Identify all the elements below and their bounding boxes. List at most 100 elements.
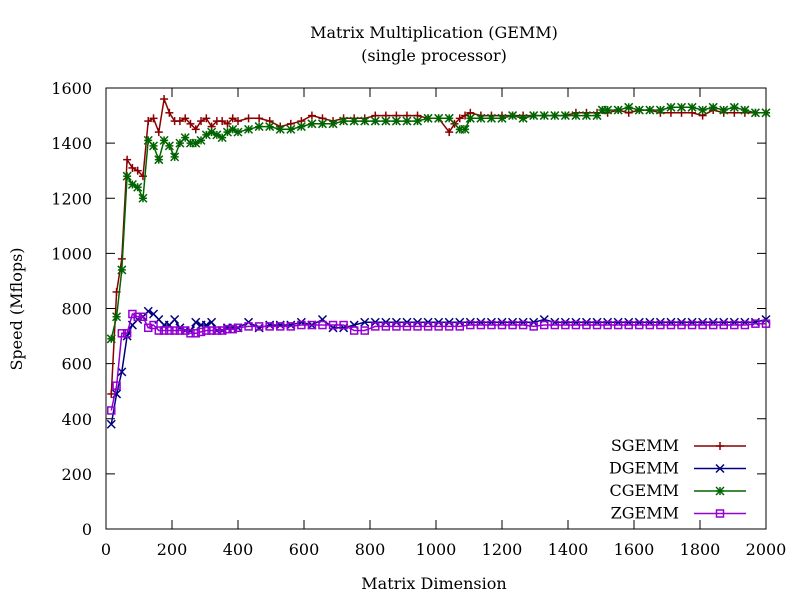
- y-tick-label: 0: [82, 520, 92, 539]
- zgemm-point: [112, 381, 121, 390]
- zgemm-point: [740, 320, 750, 330]
- sgemm-point: [144, 117, 153, 126]
- cgemm-point: [317, 119, 328, 129]
- zgemm-point: [138, 312, 148, 322]
- x-tick-label: 600: [289, 540, 320, 559]
- cgemm-point: [719, 105, 729, 115]
- zgemm-point: [307, 320, 317, 330]
- zgemm-point: [186, 329, 195, 338]
- cgemm-point: [508, 111, 518, 121]
- cgemm-point: [434, 113, 444, 123]
- zgemm-point: [434, 322, 443, 331]
- x-tick-label: 1800: [680, 540, 721, 559]
- zgemm-point: [687, 320, 697, 330]
- sgemm-point: [175, 117, 184, 126]
- dgemm-point: [191, 317, 201, 327]
- dgemm-point: [207, 317, 217, 327]
- cgemm-point: [476, 113, 486, 123]
- zgemm-point: [666, 320, 676, 330]
- zgemm-point: [466, 320, 475, 330]
- sgemm-point: [107, 389, 116, 398]
- sgemm-point: [445, 128, 454, 137]
- cgemm-point: [518, 113, 528, 123]
- zgemm-point: [476, 320, 486, 330]
- sgemm-point: [154, 128, 163, 137]
- zgemm-point: [297, 320, 306, 330]
- dgemm-point: [117, 367, 127, 377]
- legend-label-cgemm: CGEMM: [610, 481, 679, 500]
- zgemm-point: [318, 320, 327, 330]
- x-tick-label: 200: [157, 540, 188, 559]
- dgemm-point: [170, 314, 180, 325]
- cgemm-point: [529, 111, 539, 121]
- zgemm-point: [487, 320, 496, 330]
- y-tick-label: 1200: [51, 189, 92, 208]
- cgemm-point: [391, 116, 401, 126]
- zgemm-point: [497, 320, 507, 330]
- zgemm-point: [107, 406, 116, 415]
- sgemm-point: [307, 111, 316, 120]
- cgemm-point: [122, 171, 132, 181]
- cgemm-line: [110, 106, 766, 339]
- cgemm-point: [106, 334, 116, 344]
- cgemm-point: [560, 111, 570, 121]
- zgemm-point: [328, 320, 338, 330]
- y-tick-label: 600: [61, 355, 92, 374]
- zgemm-point: [381, 322, 391, 331]
- sgemm-point: [223, 119, 232, 128]
- sgemm-point: [191, 125, 200, 134]
- zgemm-point: [207, 326, 216, 335]
- cgemm-point: [328, 119, 338, 129]
- x-tick-label: 0: [101, 540, 111, 559]
- sgemm-point: [228, 114, 237, 123]
- cgemm-point: [286, 124, 296, 134]
- y-tick-label: 1600: [51, 79, 92, 98]
- zgemm-point: [286, 322, 296, 331]
- zgemm-point: [730, 320, 739, 330]
- cgemm-point: [117, 265, 127, 275]
- zgemm-point: [582, 320, 591, 330]
- series-sgemm: [107, 95, 770, 398]
- zgemm-point: [244, 322, 253, 331]
- zgemm-point: [508, 320, 517, 330]
- cgemm-point: [539, 111, 549, 121]
- sgemm-point: [186, 119, 195, 128]
- cgemm-point: [112, 312, 122, 322]
- cgemm-point: [254, 122, 264, 132]
- cgemm-point: [170, 152, 180, 162]
- y-tick-label: 200: [61, 465, 92, 484]
- cgemm-point: [624, 102, 634, 112]
- zgemm-point: [233, 323, 243, 333]
- sgemm-point: [218, 117, 227, 126]
- zgemm-point: [191, 329, 201, 338]
- sgemm-point: [133, 166, 142, 175]
- zgemm-point: [122, 329, 132, 338]
- zgemm-point: [719, 320, 729, 330]
- cgemm-point: [402, 116, 412, 126]
- cgemm-point: [655, 105, 665, 115]
- zgemm-point: [223, 324, 232, 334]
- cgemm-point: [349, 116, 359, 126]
- zgemm-point: [196, 327, 206, 337]
- zgemm-point: [265, 322, 274, 331]
- cgemm-point: [550, 111, 560, 121]
- x-tick-label: 1600: [614, 540, 655, 559]
- zgemm-point: [402, 322, 412, 331]
- zgemm-point: [217, 326, 227, 335]
- cgemm-point: [370, 116, 380, 126]
- chart-title: Matrix Multiplication (GEMM): [310, 23, 558, 42]
- sgemm-point: [197, 117, 206, 126]
- cgemm-point: [571, 111, 581, 121]
- legend-label-sgemm: SGEMM: [611, 436, 679, 455]
- cgemm-point: [138, 193, 148, 203]
- sgemm-line: [110, 96, 766, 394]
- legend-marker-cgemm: [715, 486, 725, 496]
- sgemm-point: [160, 95, 169, 104]
- sgemm-point: [255, 114, 264, 123]
- cgemm-point: [296, 122, 306, 132]
- cgemm-point: [244, 124, 254, 134]
- zgemm-point: [371, 322, 380, 331]
- sgemm-point: [202, 114, 211, 123]
